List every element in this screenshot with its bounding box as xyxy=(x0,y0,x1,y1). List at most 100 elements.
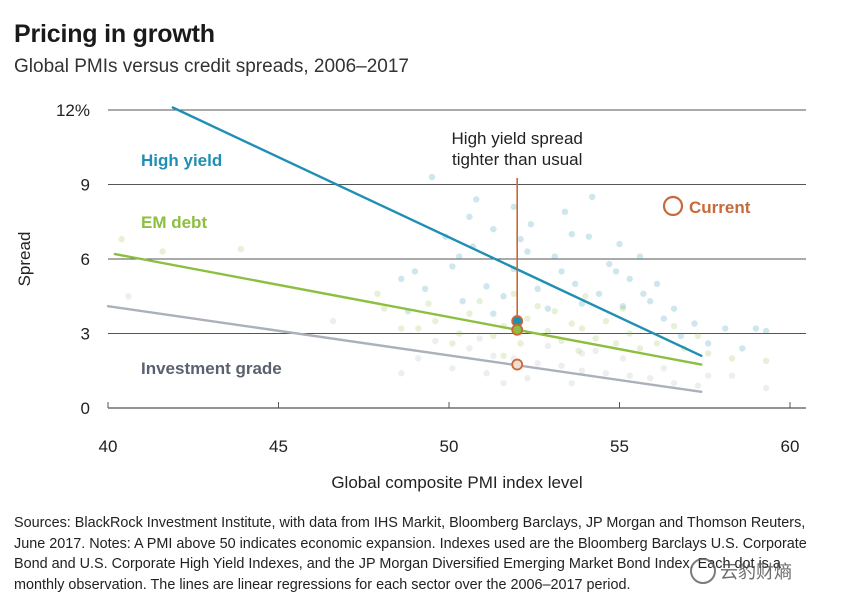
dot-em-debt xyxy=(490,332,497,340)
dot-em-debt xyxy=(551,307,558,315)
dot-em-debt xyxy=(619,305,627,312)
dot-high-yield xyxy=(421,285,429,292)
current-marker-investment-grade xyxy=(511,358,524,371)
dot-em-debt xyxy=(704,350,712,357)
dot-high-yield xyxy=(677,332,685,340)
dot-investment-grade xyxy=(544,342,552,350)
dot-high-yield xyxy=(670,305,678,312)
dot-high-yield xyxy=(551,253,558,260)
y-axis-label: Spread xyxy=(15,232,34,287)
chart-title: Pricing in growth xyxy=(14,20,215,48)
dot-investment-grade xyxy=(125,293,132,300)
dot-investment-grade xyxy=(398,370,405,377)
dot-investment-grade xyxy=(728,372,736,379)
dot-em-debt xyxy=(425,300,432,307)
y-tick-label: 3 xyxy=(81,325,90,344)
dot-investment-grade xyxy=(660,365,668,372)
dot-high-yield xyxy=(524,248,531,255)
watermark: 云豹财熵 xyxy=(690,558,792,584)
dot-high-yield xyxy=(585,233,593,240)
dot-high-yield xyxy=(626,275,633,283)
dot-high-yield xyxy=(466,213,473,220)
annotation-text-line1: High yield spread xyxy=(452,129,583,148)
dot-investment-grade xyxy=(619,355,627,362)
dot-high-yield xyxy=(595,290,603,297)
regression-lines xyxy=(106,106,703,394)
dot-high-yield xyxy=(473,196,480,203)
dot-em-debt xyxy=(466,310,473,317)
dot-investment-grade xyxy=(762,384,770,392)
dot-em-debt xyxy=(653,340,661,347)
chart-text: 0 3 6 9 12% 40 45 50 55 60 Global composite PMI in… xyxy=(15,101,799,492)
dot-high-yield xyxy=(398,275,405,283)
dot-em-debt xyxy=(568,320,575,327)
dot-high-yield xyxy=(558,268,565,275)
dot-high-yield xyxy=(571,280,579,288)
dot-investment-grade xyxy=(500,379,507,387)
current-legend-icon xyxy=(662,195,684,217)
x-tick-label: 40 xyxy=(99,437,118,456)
series-label-high-yield: High yield xyxy=(141,151,222,170)
scatter-dots xyxy=(118,173,770,392)
dot-em-debt xyxy=(728,355,736,362)
dot-high-yield xyxy=(739,345,746,352)
dot-em-debt xyxy=(612,340,620,347)
dot-em-debt xyxy=(544,327,552,335)
dot-high-yield xyxy=(752,325,760,332)
dot-em-debt xyxy=(582,293,589,300)
dot-em-debt xyxy=(381,305,388,312)
dot-em-debt xyxy=(626,330,633,337)
dot-high-yield xyxy=(517,235,524,243)
x-tick-label: 60 xyxy=(781,437,800,456)
dot-em-debt xyxy=(449,340,456,347)
scatter-chart: High yield spread tighter than usual Curre… xyxy=(15,101,806,492)
dot-high-yield xyxy=(568,230,575,238)
annotation-text-line2: tighter than usual xyxy=(452,150,582,169)
dot-investment-grade xyxy=(476,335,483,342)
dot-high-yield xyxy=(612,268,620,275)
dot-investment-grade xyxy=(626,372,633,379)
dot-high-yield xyxy=(500,293,507,300)
dot-high-yield xyxy=(449,263,456,270)
dot-em-debt xyxy=(762,357,770,365)
dot-high-yield xyxy=(459,298,466,305)
dot-em-debt xyxy=(575,347,582,355)
dot-high-yield xyxy=(544,305,552,312)
dot-investment-grade xyxy=(483,370,490,377)
dot-high-yield xyxy=(483,283,490,290)
dot-em-debt xyxy=(694,332,702,340)
dot-high-yield xyxy=(660,315,668,322)
current-marker-em-debt xyxy=(511,323,524,336)
dot-investment-grade xyxy=(694,382,702,389)
dot-em-debt xyxy=(534,302,541,310)
dot-high-yield xyxy=(428,173,436,181)
dot-investment-grade xyxy=(524,375,531,382)
annotation-group: High yield spread tighter than usual Curre… xyxy=(452,129,751,371)
dot-em-debt xyxy=(636,345,644,352)
dot-em-debt xyxy=(578,325,586,332)
dot-high-yield xyxy=(722,325,729,332)
dot-high-yield xyxy=(653,280,661,288)
dot-high-yield xyxy=(534,285,541,292)
regression-line-em-debt xyxy=(113,252,703,366)
chart-subtitle: Global PMIs versus credit spreads, 2006–… xyxy=(14,56,409,77)
dot-investment-grade xyxy=(646,375,654,382)
dot-high-yield xyxy=(640,290,647,297)
dot-em-debt xyxy=(398,325,405,332)
dot-em-debt xyxy=(456,330,463,337)
dot-high-yield xyxy=(411,268,419,275)
sources-note: Sources: BlackRock Investment Institute,… xyxy=(14,515,807,593)
regression-line-investment-grade xyxy=(106,304,703,394)
dot-em-debt xyxy=(159,248,166,255)
y-tick-label: 12% xyxy=(56,101,90,120)
dot-em-debt xyxy=(524,315,531,322)
dot-high-yield xyxy=(616,240,623,248)
series-label-investment-grade: Investment grade xyxy=(141,359,282,378)
dot-em-debt xyxy=(602,317,610,325)
dot-high-yield xyxy=(456,253,463,260)
dot-investment-grade xyxy=(432,337,439,345)
gridlines xyxy=(107,109,806,409)
dot-high-yield xyxy=(646,298,654,305)
dot-em-debt xyxy=(118,235,125,243)
dot-em-debt xyxy=(374,290,381,297)
